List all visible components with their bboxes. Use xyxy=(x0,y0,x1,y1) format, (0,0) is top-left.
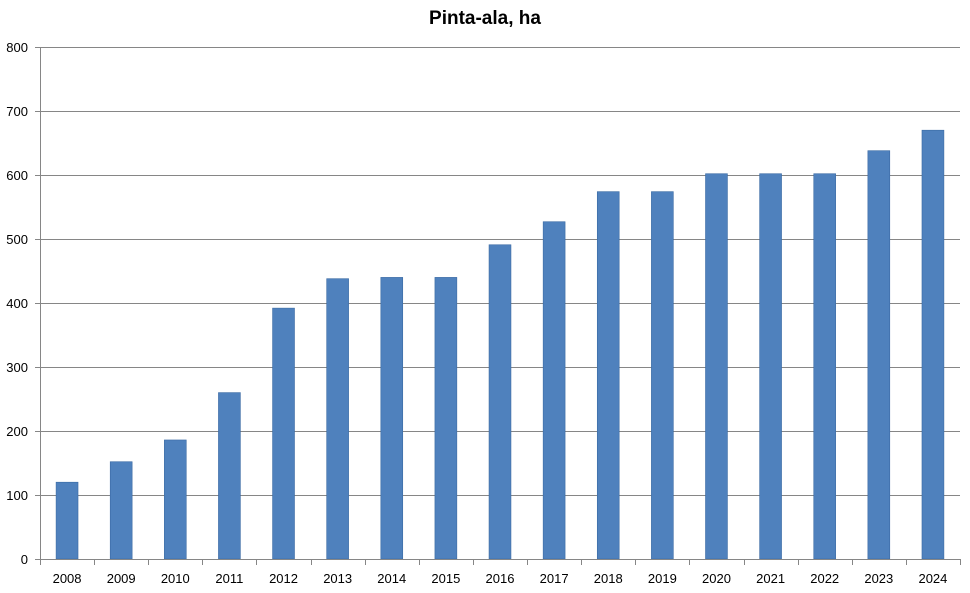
y-tick-label: 0 xyxy=(21,552,28,567)
bar-2011 xyxy=(218,392,241,560)
x-tick-label: 2009 xyxy=(107,571,136,586)
bar-2008 xyxy=(55,481,79,560)
x-tick-label: 2023 xyxy=(864,571,893,586)
bars xyxy=(55,129,945,560)
x-tick-label: 2011 xyxy=(215,571,243,586)
y-tick-label: 500 xyxy=(6,232,28,247)
x-tick-label: 2024 xyxy=(918,571,947,586)
x-tick-label: 2012 xyxy=(269,571,298,586)
x-tick-label: 2015 xyxy=(431,571,460,586)
bar-2022 xyxy=(813,173,836,560)
x-tick-label: 2008 xyxy=(53,571,82,586)
bar-2016 xyxy=(488,244,512,560)
y-tick-label: 400 xyxy=(6,296,28,311)
y-tick-label: 100 xyxy=(6,488,28,503)
bar-2017 xyxy=(542,221,566,560)
bar-2009 xyxy=(109,461,133,560)
axes xyxy=(35,47,961,565)
y-tick-label: 700 xyxy=(6,104,28,119)
x-tick-label: 2019 xyxy=(648,571,677,586)
bar-2015 xyxy=(434,277,458,560)
bar-2019 xyxy=(651,191,674,560)
y-tick-label: 600 xyxy=(6,168,28,183)
y-tick-label: 300 xyxy=(6,360,28,375)
bar-2010 xyxy=(164,439,187,560)
x-tick-label: 2020 xyxy=(702,571,731,586)
bar-2014 xyxy=(380,277,404,560)
tick-labels: 0 100 200 300 400 500 600 700 800 2008 2009 2010 201… xyxy=(6,40,947,586)
x-tick-label: 2010 xyxy=(161,571,190,586)
chart-title: Pinta-ala, ha xyxy=(429,8,541,29)
y-tick-label: 800 xyxy=(6,40,28,55)
x-tick-label: 2017 xyxy=(540,571,569,586)
bar-2018 xyxy=(596,191,620,560)
x-tick-label: 2018 xyxy=(594,571,623,586)
x-tick-label: 2014 xyxy=(377,571,406,586)
x-tick-label: 2022 xyxy=(810,571,839,586)
x-tick-label: 2013 xyxy=(323,571,352,586)
y-tick-label: 200 xyxy=(6,424,28,439)
x-tick-label: 2016 xyxy=(486,571,515,586)
bar-2012 xyxy=(272,307,295,560)
bar-2013 xyxy=(326,278,349,560)
bar-2024 xyxy=(921,129,945,560)
x-tick-label: 2021 xyxy=(756,571,785,586)
bar-2023 xyxy=(867,150,891,560)
bar-2020 xyxy=(705,173,728,560)
bar-2021 xyxy=(759,173,782,560)
